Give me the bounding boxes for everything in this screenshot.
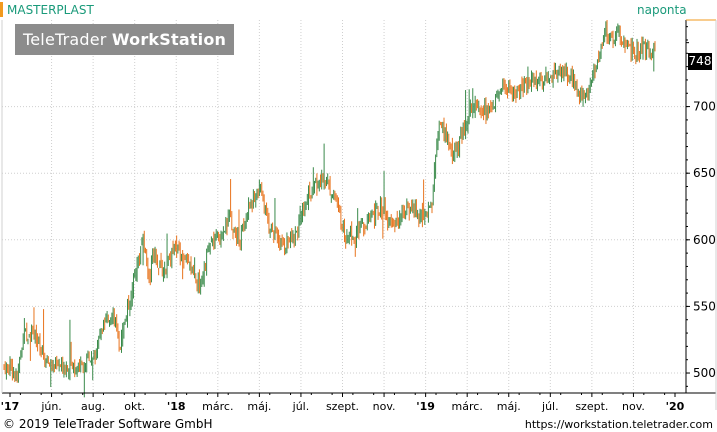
last-price-badge: 748 xyxy=(688,53,712,70)
plot-frame xyxy=(1,19,717,410)
x-tick-label: '18 xyxy=(167,400,186,413)
x-tick-label: szept. xyxy=(326,400,359,413)
x-tick-label: júl. xyxy=(292,400,310,413)
ohlc-series xyxy=(3,20,656,398)
y-tick-label: 500 xyxy=(693,366,716,380)
y-tick-label: 550 xyxy=(693,299,716,313)
x-tick-label: aug. xyxy=(81,400,105,413)
x-tick-label: nov. xyxy=(373,400,396,413)
x-tick-label: '20 xyxy=(666,400,685,413)
x-tick-label: máj. xyxy=(247,400,271,413)
x-tick-label: márc. xyxy=(452,400,483,413)
x-tick-label: okt. xyxy=(124,400,145,413)
instrument-marker xyxy=(0,2,3,17)
x-tick-label: jún. xyxy=(40,400,62,413)
y-axis: 500 550 600 650 700 xyxy=(686,26,716,387)
x-tick-label: júl. xyxy=(541,400,559,413)
x-tick-label: nov. xyxy=(622,400,645,413)
instrument-title: MASTERPLAST xyxy=(7,3,94,17)
frequency-label[interactable]: naponta xyxy=(637,3,687,17)
x-tick-label: máj. xyxy=(497,400,521,413)
chart-gridlines xyxy=(2,20,686,393)
y-tick-label: 650 xyxy=(693,166,716,180)
x-tick-label: szept. xyxy=(575,400,608,413)
x-tick-label: márc. xyxy=(202,400,233,413)
x-tick-label: '19 xyxy=(416,400,435,413)
copyright-text: © 2019 TeleTrader Software GmbH xyxy=(3,417,213,431)
watermark-logo: TeleTrader WorkStation xyxy=(15,24,235,55)
y-tick-label: 700 xyxy=(693,100,716,114)
x-axis: '17 jún. aug. okt. '18 márc. máj. júl. szept. nov… xyxy=(1,393,685,413)
x-tick-label: '17 xyxy=(1,400,20,413)
y-tick-label: 600 xyxy=(693,233,716,247)
source-url[interactable]: https://workstation.teletrader.com xyxy=(524,418,713,431)
